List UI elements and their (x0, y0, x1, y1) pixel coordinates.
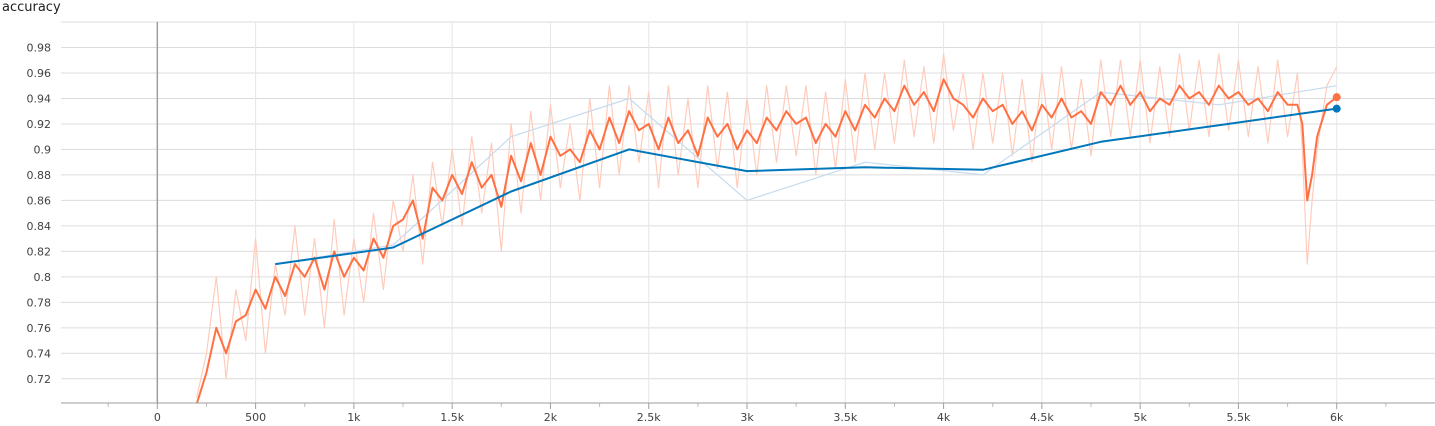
y-tick-label: 0.8 (34, 271, 52, 284)
x-tick-label: 6k (1330, 411, 1344, 424)
x-tick-label: 0 (154, 411, 161, 424)
x-tick-label: 500 (245, 411, 266, 424)
y-tick-label: 0.9 (34, 143, 52, 156)
y-tick-label: 0.98 (27, 41, 52, 54)
y-tick-label: 0.84 (27, 220, 52, 233)
grid-lines (61, 21, 1435, 403)
axis-layer: 0.72 0.74 0.76 0.78 0.8 0.82 0.84 0.86 0.88 0.9 0.… (27, 41, 1435, 424)
series-2-smoothed-line[interactable] (275, 107, 1337, 266)
series-layer (195, 53, 1341, 404)
x-tick-label: 5.5k (1226, 411, 1250, 424)
x-tick-label: 3.5k (833, 411, 857, 424)
y-tick-label: 0.78 (27, 296, 52, 309)
x-tick-label: 2.5k (637, 411, 661, 424)
y-tick-label: 0.72 (27, 373, 52, 386)
x-tick-label: 1.5k (440, 411, 464, 424)
x-tick-label: 4.5k (1030, 411, 1054, 424)
y-tick-label: 0.92 (27, 118, 52, 131)
x-tick-label: 2k (544, 411, 558, 424)
y-tick-label: 0.94 (27, 92, 52, 105)
y-tick-label: 0.76 (27, 322, 52, 335)
series-1-raw-line (196, 53, 1338, 399)
x-tick-label: 1k (347, 411, 361, 424)
series-1-end-point (1332, 93, 1341, 102)
x-tick-label: 4k (937, 411, 951, 424)
series-2-end-point (1332, 104, 1341, 113)
y-tick-label: 0.86 (27, 194, 52, 207)
x-tick-label: 5k (1133, 411, 1147, 424)
y-tick-label: 0.74 (27, 347, 52, 360)
x-tick-label: 3k (740, 411, 754, 424)
series-1-smoothed-line[interactable] (195, 78, 1338, 404)
y-tick-label: 0.82 (27, 245, 52, 258)
y-tick-label: 0.96 (27, 67, 52, 80)
y-tick-label: 0.88 (27, 169, 52, 182)
chart-title: accuracy (2, 0, 61, 15)
